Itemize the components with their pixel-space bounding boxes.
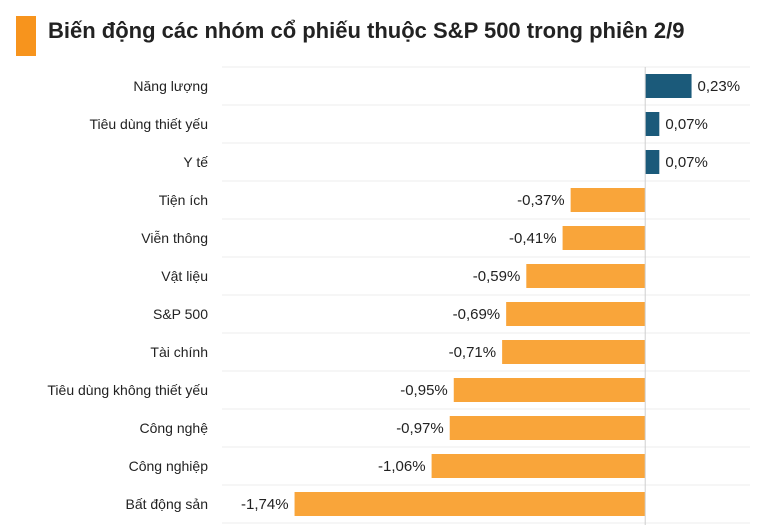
data-label: -1,74% <box>241 496 289 513</box>
data-label: 0,07% <box>665 154 708 171</box>
category-label: S&P 500 <box>153 306 208 322</box>
category-label: Năng lượng <box>133 78 208 94</box>
bar <box>453 378 646 402</box>
bar <box>645 150 660 174</box>
data-label: -0,41% <box>509 230 557 247</box>
category-label: Tiện ích <box>159 192 208 208</box>
chart-title: Biến động các nhóm cổ phiếu thuộc S&P 50… <box>48 18 685 43</box>
category-label: Tiêu dùng thiết yếu <box>89 116 208 132</box>
bar <box>431 454 646 478</box>
category-label: Viễn thông <box>141 230 208 246</box>
data-label: -0,71% <box>449 344 497 361</box>
category-label: Bất động sản <box>125 496 208 512</box>
bar <box>645 112 660 136</box>
data-label: 0,07% <box>665 116 708 133</box>
bar <box>294 492 646 516</box>
bar <box>562 226 646 250</box>
bar <box>645 74 692 98</box>
data-label: -0,59% <box>473 268 521 285</box>
title-accent-bar <box>16 16 36 56</box>
data-label: -0,95% <box>400 382 448 399</box>
bar <box>506 302 646 326</box>
category-label: Vật liệu <box>161 268 208 284</box>
bar <box>570 188 646 212</box>
category-label: Tài chính <box>150 344 208 360</box>
bar <box>449 416 646 440</box>
data-label: 0,23% <box>698 78 741 95</box>
category-label: Công nghiệp <box>129 458 209 474</box>
bar <box>502 340 646 364</box>
category-label: Y tế <box>183 154 208 170</box>
data-label: -0,97% <box>396 420 444 437</box>
bar <box>526 264 646 288</box>
category-label: Tiêu dùng không thiết yếu <box>47 382 208 398</box>
data-label: -0,69% <box>453 306 501 323</box>
data-label: -0,37% <box>517 192 565 209</box>
data-label: -1,06% <box>378 458 426 475</box>
category-label: Công nghệ <box>139 420 208 436</box>
